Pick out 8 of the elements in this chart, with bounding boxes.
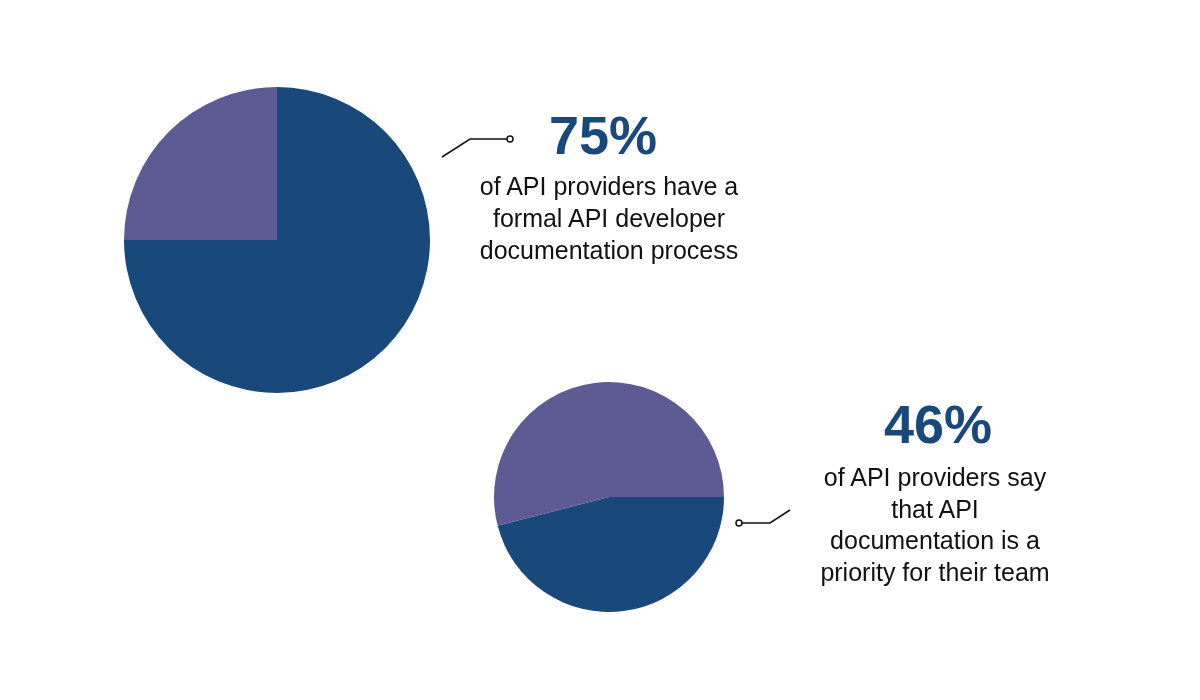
pie-slice xyxy=(124,87,277,240)
pie-slice xyxy=(494,382,724,526)
pie-slice xyxy=(124,87,430,393)
pie-slice xyxy=(497,497,724,612)
data-label: 46% xyxy=(883,394,993,454)
text: of API providers have a formal API developer documentation process xyxy=(479,172,739,264)
data-label: 75% xyxy=(548,105,658,165)
text: of API providers say that API documentation is a priority for their team xyxy=(820,463,1050,586)
